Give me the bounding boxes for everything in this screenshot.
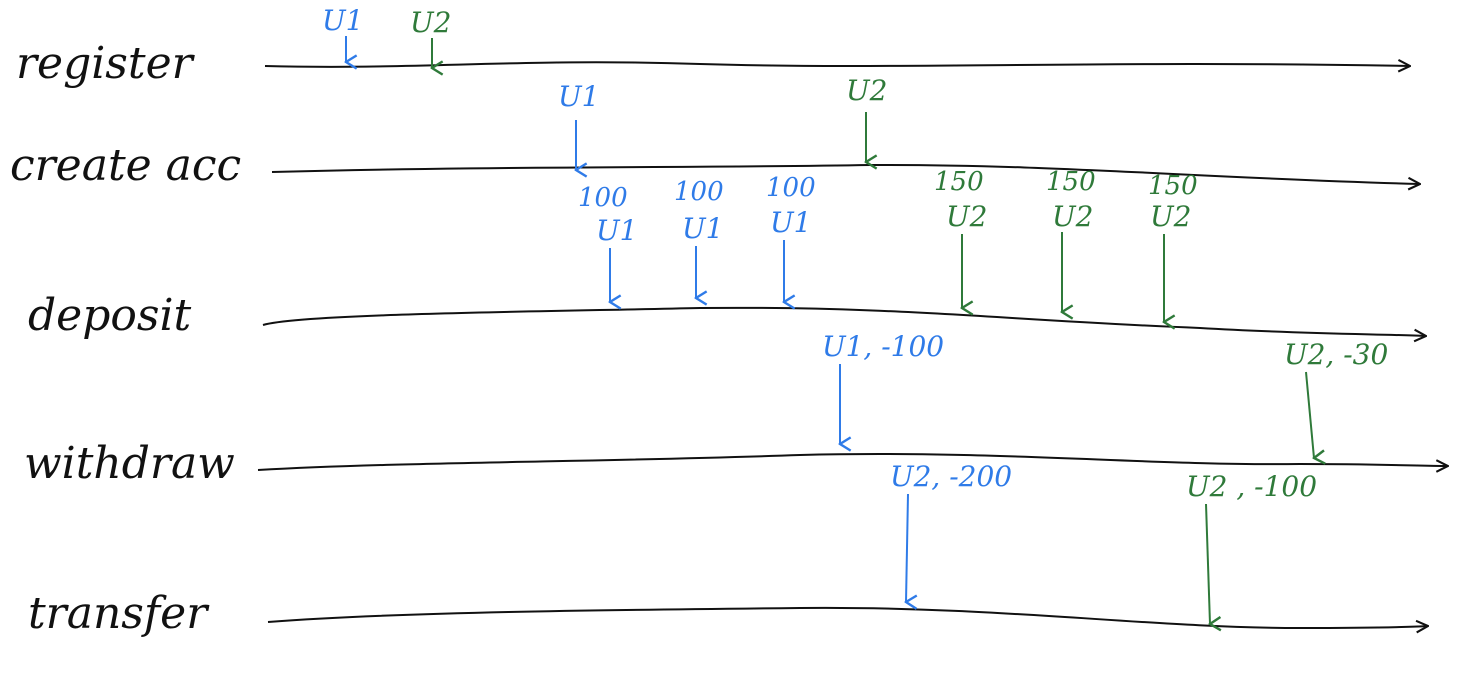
event-label-create-acc-u2: U2 <box>846 74 887 107</box>
timeline-withdraw <box>257 453 1448 470</box>
event-amount-deposit-5: 150 <box>1046 167 1096 197</box>
event-label-transfer-2: U2 , -100 <box>1186 470 1317 503</box>
event-label-deposit-1: U1 <box>596 214 637 247</box>
event-amount-deposit-2: 100 <box>674 177 724 207</box>
event-amount-deposit-1: 100 <box>578 183 628 213</box>
event-label-deposit-5: U2 <box>1052 200 1093 233</box>
timeline-transfer <box>267 606 1428 628</box>
lane-label-transfer: transfer <box>28 588 210 639</box>
event-arrow-transfer-1 <box>906 493 908 602</box>
event-label-withdraw-u1: U1, -100 <box>822 330 944 363</box>
event-label-register-u1: U1 <box>322 4 363 37</box>
timeline-deposit <box>262 306 1426 336</box>
event-label-register-u2: U2 <box>410 6 451 39</box>
event-label-deposit-4: U2 <box>946 200 987 233</box>
event-arrow-withdraw-u2 <box>1305 371 1314 458</box>
event-label-deposit-2: U1 <box>682 212 723 245</box>
lane-label-register: register <box>16 38 196 89</box>
lane-label-withdraw: withdraw <box>24 438 235 489</box>
event-label-create-acc-u1: U1 <box>558 80 599 113</box>
timeline-create-acc <box>271 163 1420 184</box>
event-amount-deposit-4: 150 <box>934 167 984 197</box>
event-label-transfer-1: U2, -200 <box>890 460 1012 493</box>
event-amount-deposit-3: 100 <box>766 173 816 203</box>
lane-label-create-acc: create acc <box>10 140 241 191</box>
event-label-deposit-6: U2 <box>1150 200 1191 233</box>
timeline-register <box>264 62 1410 67</box>
lane-label-deposit: deposit <box>28 290 192 341</box>
event-arrow-transfer-2 <box>1205 503 1210 624</box>
event-label-deposit-3: U1 <box>770 206 811 239</box>
event-amount-deposit-6: 150 <box>1148 171 1198 201</box>
event-label-withdraw-u2: U2, -30 <box>1284 338 1388 371</box>
